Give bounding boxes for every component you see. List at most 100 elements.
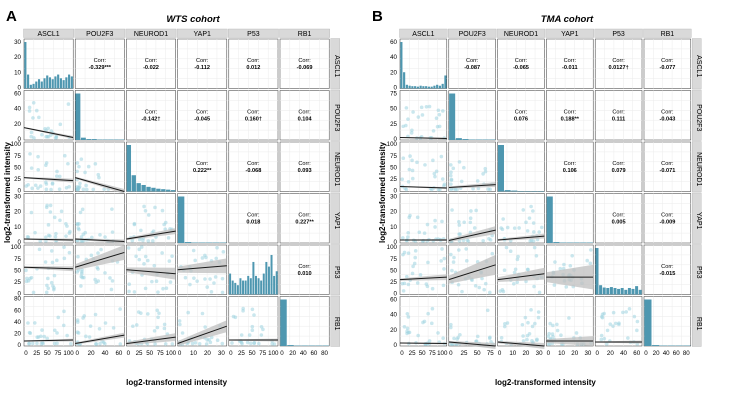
corr-label: Corr:	[612, 161, 625, 167]
y-tick-label: 100	[387, 141, 398, 148]
scatter-point	[168, 259, 172, 263]
histogram-bar	[24, 42, 26, 89]
scatter-point	[62, 310, 66, 314]
scatter-point	[46, 277, 50, 281]
x-tick-label: 20	[289, 350, 296, 357]
scatter-point	[82, 314, 86, 318]
scatter-point	[528, 216, 532, 220]
histogram-bar	[428, 87, 430, 89]
scatter-point	[27, 279, 31, 283]
matrix-cell: Corr:0.227**	[280, 194, 329, 244]
x-tick-label: 0	[547, 350, 551, 357]
scatter-point	[27, 342, 31, 346]
histogram-bar	[250, 278, 252, 294]
x-tick-label: 25	[409, 350, 416, 357]
matrix-cell	[595, 245, 642, 295]
scatter-point	[30, 131, 34, 135]
cell-border	[498, 39, 545, 89]
scatter-point	[551, 324, 555, 328]
scatter-point	[501, 288, 505, 292]
cell-border	[595, 245, 642, 295]
scatter-point	[611, 324, 615, 328]
matrix-cell	[400, 39, 447, 89]
y-tick-label: 20	[390, 69, 397, 76]
corr-value: 0.227**	[295, 219, 314, 225]
histogram-bar	[237, 285, 239, 294]
histogram-bar	[229, 274, 231, 295]
row-label: POU2F3	[333, 104, 340, 131]
scatter-point	[161, 287, 165, 291]
y-tick-label: 0	[394, 342, 398, 349]
scatter-point	[82, 188, 86, 192]
scatter-point	[127, 246, 131, 250]
scatter-point	[163, 327, 167, 331]
corr-value: 0.018	[246, 219, 260, 225]
scatter-point	[564, 285, 568, 289]
y-tick-label: 50	[390, 164, 397, 171]
matrix-cell: Corr:0.012	[229, 39, 278, 89]
scatter-point	[156, 290, 160, 294]
matrix-cell	[75, 142, 124, 194]
y-tick-label: 25	[390, 279, 397, 286]
scatter-point	[482, 288, 486, 292]
panel-title: TMA cohort	[541, 14, 594, 25]
matrix-cell: Corr:0.018	[229, 194, 278, 244]
x-tick-label: 10	[558, 350, 565, 357]
scatter-point	[428, 105, 432, 109]
scatter-point	[139, 229, 143, 233]
scatter-point	[460, 180, 464, 184]
scatter-point	[222, 250, 226, 254]
scatter-point	[457, 283, 461, 287]
x-tick-label: 40	[663, 350, 670, 357]
scatter-point	[449, 170, 453, 174]
scatter-point	[240, 342, 244, 346]
scatter-point	[58, 175, 62, 179]
scatter-point	[440, 155, 444, 159]
histogram-bar	[652, 345, 659, 346]
y-tick-label: 100	[387, 244, 398, 251]
x-tick-label: 40	[102, 350, 109, 357]
scatter-point	[570, 254, 574, 258]
column-label: RB1	[661, 31, 675, 38]
scatter-point	[476, 335, 480, 339]
scatter-point	[439, 259, 443, 263]
scatter-point	[54, 232, 58, 236]
histogram-bar	[258, 278, 260, 294]
x-tick-label: 25	[33, 350, 40, 357]
scatter-point	[25, 184, 29, 188]
scatter-point	[401, 156, 405, 160]
scatter-point	[426, 312, 430, 316]
scatter-point	[252, 341, 256, 345]
corr-label: Corr:	[196, 109, 209, 115]
scatter-point	[75, 170, 79, 174]
scatter-point	[150, 280, 154, 284]
histogram-bar	[65, 77, 67, 88]
scatter-point	[553, 283, 557, 287]
scatter-point	[52, 288, 56, 292]
scatter-point	[36, 168, 40, 172]
matrix-cell	[75, 194, 124, 244]
matrix-cell	[449, 142, 496, 192]
scatter-point	[441, 177, 445, 181]
column-label: YAP1	[561, 31, 578, 38]
matrix-cell	[498, 194, 545, 244]
matrix-cell: Corr:0.076	[498, 91, 545, 141]
scatter-point	[413, 256, 417, 260]
histogram-bar	[406, 85, 408, 89]
scatter-point	[65, 186, 69, 190]
scatter-point	[53, 216, 57, 220]
scatter-point	[524, 316, 528, 320]
scatter-point	[415, 161, 419, 165]
matrix-cell	[126, 297, 175, 347]
scatter-point	[214, 275, 218, 279]
scatter-point	[410, 128, 414, 132]
scatter-point	[435, 170, 439, 174]
scatter-point	[417, 230, 421, 234]
scatter-point	[526, 334, 530, 338]
scatter-point	[612, 311, 616, 315]
scatter-point	[488, 188, 492, 192]
y-axis-title: log2-transformed intensity	[3, 142, 12, 243]
scatter-point	[450, 208, 454, 212]
scatter-point	[559, 333, 563, 337]
histogram-bar	[166, 190, 170, 192]
